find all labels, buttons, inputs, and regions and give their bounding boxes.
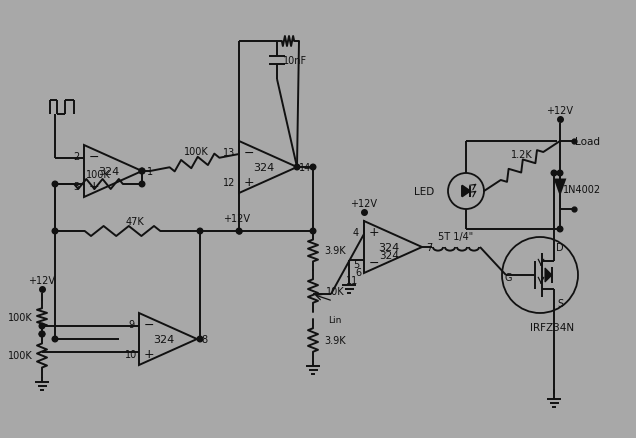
Text: 1: 1 — [147, 166, 153, 177]
Text: 2: 2 — [73, 152, 79, 162]
Text: 11: 11 — [346, 276, 358, 285]
Circle shape — [39, 332, 45, 337]
Text: 100K: 100K — [8, 351, 32, 360]
Text: 5: 5 — [353, 259, 359, 269]
Text: 100K: 100K — [86, 170, 111, 180]
Text: 3: 3 — [73, 182, 79, 191]
Circle shape — [197, 336, 203, 342]
Circle shape — [557, 171, 563, 177]
Text: 1.2K: 1.2K — [511, 150, 533, 159]
Text: +: + — [369, 226, 379, 239]
Text: 3.9K: 3.9K — [324, 246, 346, 256]
Circle shape — [139, 182, 145, 187]
Text: +: + — [88, 180, 99, 193]
Text: 324: 324 — [378, 243, 399, 252]
Circle shape — [557, 227, 563, 232]
Text: Lin: Lin — [328, 316, 342, 325]
Text: +12V: +12V — [223, 213, 251, 223]
Circle shape — [551, 171, 556, 177]
Text: 8: 8 — [201, 334, 207, 344]
Text: −: − — [244, 146, 254, 159]
Text: 324: 324 — [379, 251, 399, 261]
Circle shape — [39, 323, 45, 329]
Text: +12V: +12V — [546, 106, 574, 116]
Text: 3.9K: 3.9K — [324, 335, 346, 345]
Text: Load: Load — [576, 137, 600, 147]
Text: 324: 324 — [253, 162, 275, 173]
Text: S: S — [557, 298, 563, 308]
Circle shape — [52, 336, 58, 342]
Polygon shape — [545, 268, 552, 283]
Text: +12V: +12V — [350, 198, 378, 208]
Circle shape — [310, 165, 316, 170]
Circle shape — [139, 169, 145, 174]
Text: 10nF: 10nF — [283, 56, 307, 66]
Polygon shape — [555, 180, 565, 194]
Circle shape — [310, 229, 316, 234]
Circle shape — [236, 229, 242, 234]
Text: LED: LED — [414, 187, 434, 197]
Text: +: + — [144, 348, 155, 360]
Text: 5T 1/4": 5T 1/4" — [438, 231, 474, 241]
Text: 12: 12 — [223, 177, 235, 187]
Text: +12V: +12V — [29, 276, 55, 285]
Text: 47K: 47K — [125, 216, 144, 226]
Text: G: G — [504, 272, 512, 283]
Circle shape — [139, 169, 145, 174]
Text: 1N4002: 1N4002 — [563, 184, 601, 194]
Text: −: − — [144, 318, 155, 331]
Text: 4: 4 — [353, 227, 359, 237]
Text: 100K: 100K — [184, 147, 209, 157]
Text: 13: 13 — [223, 148, 235, 158]
Text: 14: 14 — [299, 162, 311, 173]
Circle shape — [39, 332, 45, 337]
Text: IRFZ34N: IRFZ34N — [530, 322, 574, 332]
Text: 324: 324 — [99, 166, 120, 177]
Text: D: D — [556, 243, 563, 252]
Text: −: − — [369, 256, 379, 269]
Polygon shape — [462, 186, 470, 197]
Text: 9: 9 — [128, 319, 134, 329]
Circle shape — [52, 229, 58, 234]
Text: 100K: 100K — [8, 313, 32, 323]
Text: 10K: 10K — [326, 286, 344, 297]
Circle shape — [294, 165, 300, 170]
Text: 7: 7 — [426, 243, 432, 252]
Text: −: − — [89, 150, 99, 163]
Text: 6: 6 — [355, 267, 361, 277]
Circle shape — [197, 229, 203, 234]
Circle shape — [52, 182, 58, 187]
Text: +: + — [244, 176, 254, 189]
Text: 10: 10 — [125, 349, 137, 359]
Text: 324: 324 — [153, 334, 175, 344]
